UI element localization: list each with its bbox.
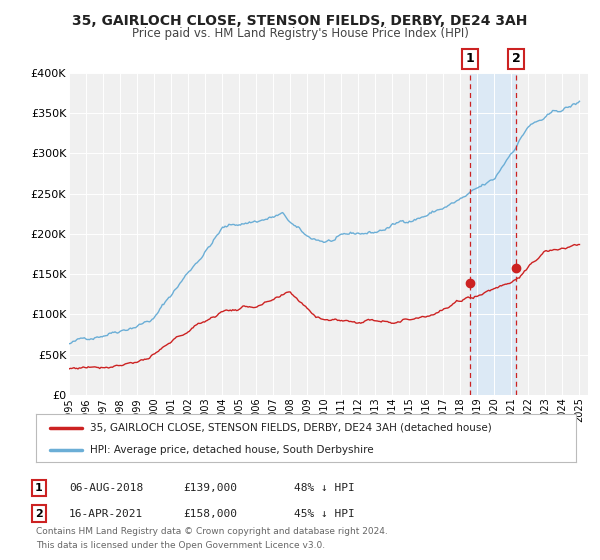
Text: £158,000: £158,000 xyxy=(183,508,237,519)
Text: 1: 1 xyxy=(35,483,43,493)
Text: HPI: Average price, detached house, South Derbyshire: HPI: Average price, detached house, Sout… xyxy=(90,445,374,455)
Text: 48% ↓ HPI: 48% ↓ HPI xyxy=(294,483,355,493)
Text: 1: 1 xyxy=(466,52,475,66)
Text: 16-APR-2021: 16-APR-2021 xyxy=(69,508,143,519)
Text: 45% ↓ HPI: 45% ↓ HPI xyxy=(294,508,355,519)
Text: Price paid vs. HM Land Registry's House Price Index (HPI): Price paid vs. HM Land Registry's House … xyxy=(131,27,469,40)
Text: 35, GAIRLOCH CLOSE, STENSON FIELDS, DERBY, DE24 3AH (detached house): 35, GAIRLOCH CLOSE, STENSON FIELDS, DERB… xyxy=(90,423,492,433)
Text: Contains HM Land Registry data © Crown copyright and database right 2024.: Contains HM Land Registry data © Crown c… xyxy=(36,527,388,536)
Text: 2: 2 xyxy=(512,52,521,66)
Bar xyxy=(470,73,516,395)
Text: 2: 2 xyxy=(35,508,43,519)
Text: 06-AUG-2018: 06-AUG-2018 xyxy=(69,483,143,493)
Text: This data is licensed under the Open Government Licence v3.0.: This data is licensed under the Open Gov… xyxy=(36,541,325,550)
Text: £139,000: £139,000 xyxy=(183,483,237,493)
Text: 35, GAIRLOCH CLOSE, STENSON FIELDS, DERBY, DE24 3AH: 35, GAIRLOCH CLOSE, STENSON FIELDS, DERB… xyxy=(73,14,527,28)
